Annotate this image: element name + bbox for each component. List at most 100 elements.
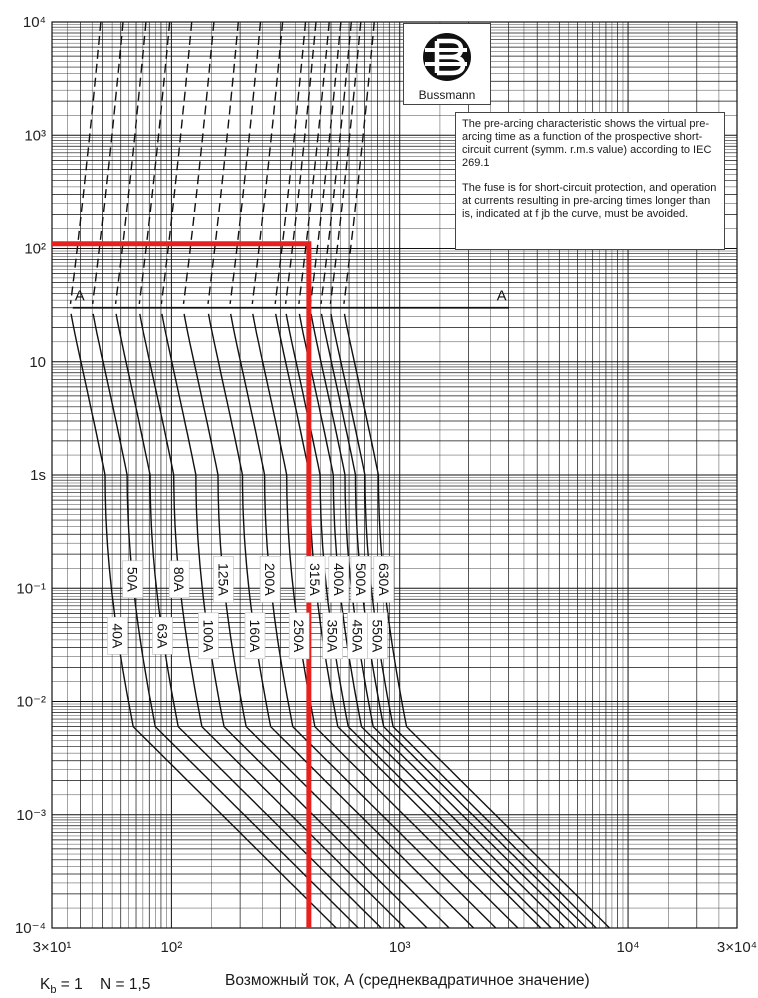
curve-label-text: 80A <box>171 567 187 593</box>
bussmann-logo: Bussmann <box>403 23 491 105</box>
fuse-curve-315A <box>275 313 542 929</box>
curve-label-250A: 250A <box>288 612 310 660</box>
curve-label-box <box>288 612 310 660</box>
curve-label-box <box>244 612 266 660</box>
curve-label-text: 550A <box>369 619 385 652</box>
line-a-label-right: A <box>497 288 507 305</box>
kb-subscript: b <box>50 984 57 997</box>
n-value: N = 1,5 <box>100 976 151 993</box>
curve-label-63A: 63A <box>152 616 173 655</box>
plot-frame <box>51 21 738 929</box>
curve-label-text: 630A <box>376 563 392 596</box>
curve-label-box <box>122 560 143 599</box>
curve-label-160A: 160A <box>244 612 266 660</box>
y-tick-label: 10³ <box>24 127 46 144</box>
fuse-curve-80A-upper <box>138 21 171 304</box>
curve-label-text: 50A <box>125 567 141 593</box>
fuse-curve-160A-upper <box>207 21 239 304</box>
curve-label-40A: 40A <box>107 616 128 655</box>
red-marker <box>52 241 312 928</box>
red-marker-line <box>52 241 312 928</box>
bussmann-b-icon <box>423 33 471 81</box>
curve-label-text: 500A <box>353 563 369 596</box>
y-tick-label: 1s <box>30 467 46 484</box>
x-tick-label: 10³ <box>389 939 411 956</box>
brand-name: Bussmann <box>418 88 476 102</box>
curve-label-315A: 315A <box>304 555 326 603</box>
kb-symbol: K <box>40 976 51 993</box>
fuse-curve-400A <box>298 313 565 929</box>
fuse-curve-125A <box>183 313 450 929</box>
y-tick-label: 10⁻⁴ <box>15 920 46 937</box>
curve-label-text: 350A <box>325 619 341 652</box>
curve-label-80A: 80A <box>168 560 190 599</box>
y-tick-label: 10 <box>29 354 46 371</box>
curve-label-550A: 550A <box>367 612 388 660</box>
curve-label-box <box>304 555 326 603</box>
curve-label-box <box>213 555 234 603</box>
note-paragraph-2: The fuse is for short-circuit protection… <box>462 182 717 220</box>
curve-label-box <box>198 612 219 660</box>
curve-label-text: 315A <box>307 563 323 596</box>
y-tick-label: 10⁻¹ <box>16 580 46 597</box>
fuse-curve-250A-upper <box>251 21 284 304</box>
line-a-label-left: A <box>75 288 85 305</box>
curve-label-100A: 100A <box>198 612 219 660</box>
fuse-curve-350A-upper <box>284 21 317 304</box>
curve-label-box <box>107 616 128 655</box>
curve-label-box <box>152 616 173 655</box>
curve-label-box <box>328 555 350 603</box>
fuse-curve-63A-upper <box>114 21 147 304</box>
fuse-curve-630A-upper <box>343 21 375 304</box>
curve-label-400A: 400A <box>328 555 350 603</box>
fuse-curve-125A-upper <box>182 21 215 304</box>
fuse-curve-550A-upper <box>329 21 362 304</box>
fuse-curve-315A-upper <box>274 21 307 304</box>
fuse-curve-200A <box>230 313 497 929</box>
curve-label-450A: 450A <box>347 612 368 660</box>
note-paragraph-1: The pre-arcing characteristic shows the … <box>462 118 712 169</box>
curve-label-630A: 630A <box>373 555 395 603</box>
fuse-curve-450A-upper <box>309 21 342 304</box>
y-tick-label: 10⁴ <box>23 14 46 31</box>
kb-value: = 1 <box>56 976 83 993</box>
curve-label-box <box>168 560 190 599</box>
curve-label-text: 125A <box>215 563 231 596</box>
x-tick-label: 3×10¹ <box>33 939 72 956</box>
fuse-curve-200A-upper <box>229 21 262 304</box>
fuse-curve-100A-upper <box>160 21 193 304</box>
curve-labels: 40A 50A 63A 80A 100A 125A 160A 200A 250A 315A 350A… <box>107 555 395 660</box>
fuse-curve-400A-upper <box>298 21 330 304</box>
x-tick-label: 10² <box>161 939 183 956</box>
fuse-parameters: Kb = 1 N = 1,5 <box>40 976 150 996</box>
fuse-curve-630A <box>343 313 610 929</box>
curve-label-text: 400A <box>331 563 347 596</box>
curve-label-box <box>259 555 281 603</box>
curve-label-box <box>373 555 395 603</box>
fuse-curve-80A <box>139 313 406 929</box>
fuse-curve-50A-upper <box>92 21 124 304</box>
curve-label-box <box>322 612 343 660</box>
curve-label-text: 100A <box>200 619 216 652</box>
x-tick-label: 10⁴ <box>616 939 639 956</box>
curve-label-500A: 500A <box>350 555 372 603</box>
x-tick-label: 3×10⁴ <box>717 939 757 956</box>
curve-label-text: 450A <box>350 619 366 652</box>
y-tick-label: 10⁻³ <box>16 807 46 824</box>
fuse-curve-40A-upper <box>69 21 102 304</box>
curve-label-text: 160A <box>247 619 263 652</box>
tick-labels: 10⁴ 10³ 10² 10 1s 10⁻¹ 10⁻² 10⁻³ 10⁻⁴ 3×10¹ 10² 10³… <box>15 14 757 956</box>
curve-label-350A: 350A <box>322 612 343 660</box>
curve-label-200A: 200A <box>259 555 281 603</box>
curve-label-box <box>367 612 388 660</box>
curve-label-text: 200A <box>262 563 278 596</box>
curve-label-text: 63A <box>155 623 171 649</box>
x-axis-label: Возможный ток, А (среднеквадратичное зна… <box>225 972 590 989</box>
curve-label-text: 250A <box>291 619 307 652</box>
curve-label-50A: 50A <box>122 560 143 599</box>
fuse-curve-50A <box>92 313 359 929</box>
fuse-curve-500A-upper <box>320 21 352 304</box>
curve-label-text: 40A <box>110 623 126 649</box>
y-tick-label: 10² <box>24 241 46 258</box>
